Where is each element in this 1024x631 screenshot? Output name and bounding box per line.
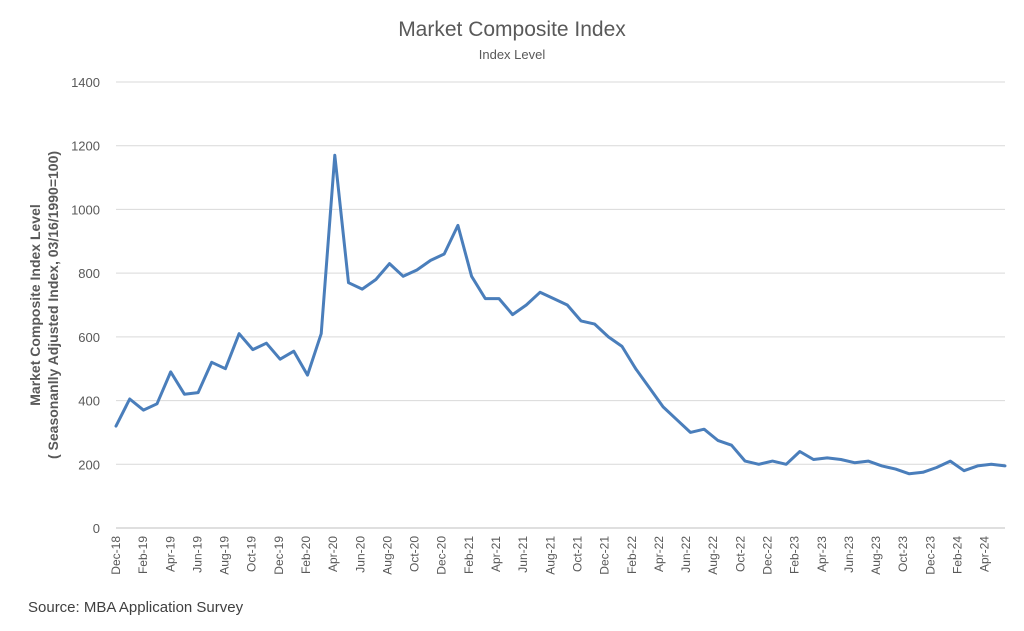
y-tick-label: 600 (78, 330, 100, 345)
x-tick-label: Aug-20 (380, 536, 394, 575)
x-tick-label: Apr-20 (326, 536, 340, 572)
x-tick-label: Oct-22 (733, 536, 747, 572)
x-tick-label: Dec-18 (109, 536, 123, 575)
x-tick-label: Aug-21 (543, 536, 557, 575)
x-tick-label: Oct-20 (408, 536, 422, 572)
x-tick-label: Feb-19 (136, 536, 150, 574)
y-tick-label: 0 (93, 521, 100, 536)
x-tick-label: Feb-23 (788, 536, 802, 574)
x-tick-label: Jun-21 (516, 536, 530, 573)
y-tick-label: 1400 (71, 75, 100, 90)
series-line (114, 153, 1007, 476)
x-tick-label: Dec-23 (923, 536, 937, 575)
y-axis-label-line1: Market Composite Index Level (27, 204, 43, 406)
x-tick-label: Oct-19 (245, 536, 259, 572)
y-axis-label-line2: ( Seasonanlly Adjusted Index, 03/16/1990… (45, 151, 61, 459)
x-tick-label: Dec-21 (598, 536, 612, 575)
x-tick-label: Apr-23 (815, 536, 829, 572)
gridlines (116, 81, 1005, 465)
x-tick-label: Aug-19 (218, 536, 232, 575)
y-tick-label: 1200 (71, 139, 100, 154)
x-tick-label: Feb-21 (462, 536, 476, 574)
chart-subtitle: Index Level (479, 47, 546, 62)
y-tick-label: 400 (78, 394, 100, 409)
x-axis-tick-labels: Dec-18 Feb-19 Apr-19 Jun-19 Aug-19 Oct-19 Dec-… (109, 536, 992, 575)
x-tick-label: Jun-23 (842, 536, 856, 573)
x-tick-label: Dec-22 (760, 536, 774, 575)
x-tick-label: Jun-20 (353, 536, 367, 573)
x-tick-label: Jun-22 (679, 536, 693, 573)
y-tick-label: 1000 (71, 202, 100, 217)
x-tick-label: Apr-24 (978, 536, 992, 572)
x-tick-label: Feb-20 (299, 536, 313, 574)
source-note: Source: MBA Application Survey (28, 599, 244, 616)
y-tick-label: 800 (78, 266, 100, 281)
x-tick-label: Oct-21 (570, 536, 584, 572)
x-tick-label: Feb-24 (950, 536, 964, 574)
x-tick-label: Dec-19 (272, 536, 286, 575)
x-tick-label: Oct-23 (896, 536, 910, 572)
y-axis-tick-labels: 0 200 400 600 800 1000 1200 1400 (71, 75, 100, 536)
chart-title: Market Composite Index (398, 18, 626, 41)
x-tick-label: Apr-22 (652, 536, 666, 572)
x-tick-label: Aug-22 (706, 536, 720, 575)
x-tick-label: Jun-19 (190, 536, 204, 573)
y-tick-label: 200 (78, 457, 100, 472)
x-tick-label: Feb-22 (625, 536, 639, 574)
x-tick-label: Aug-23 (869, 536, 883, 575)
x-tick-label: Dec-20 (435, 536, 449, 575)
x-tick-label: Apr-21 (489, 536, 503, 572)
x-tick-label: Apr-19 (163, 536, 177, 572)
